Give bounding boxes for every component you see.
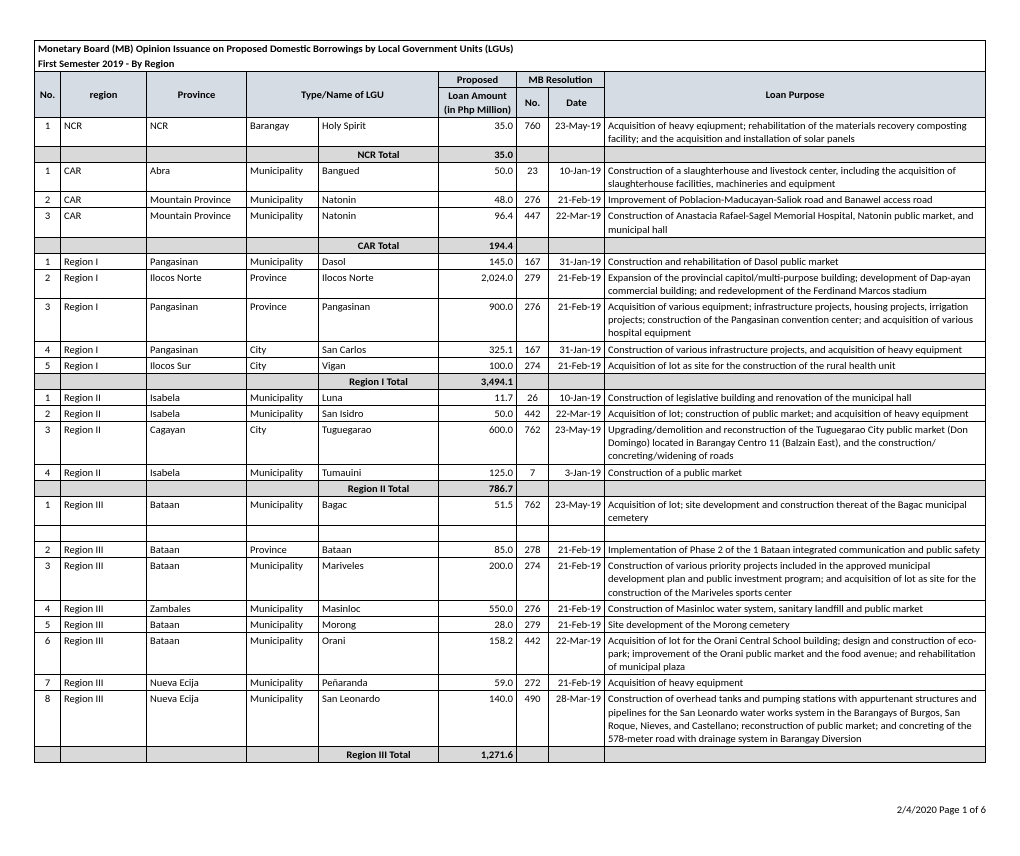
table-row: 1Region IIIBataanMunicipalityBagac51.576… — [35, 496, 986, 525]
table-row: 3Region IPangasinanProvincePangasinan900… — [35, 299, 986, 341]
table-row: 2Region IIIsabelaMunicipalitySan Isidro5… — [35, 406, 986, 422]
title-line-1: Monetary Board (MB) Opinion Issuance on … — [35, 41, 986, 57]
section-total-row: CAR Total194.4 — [35, 237, 986, 253]
title-line-2: First Semester 2019 - By Region — [35, 56, 986, 72]
table-row: 3Region IICagayanCityTuguegarao600.07622… — [35, 422, 986, 464]
col-proposed: Proposed — [439, 72, 517, 88]
table-row: 1NCRNCRBarangayHoly Spirit35.076023-May-… — [35, 117, 986, 146]
report-table: Monetary Board (MB) Opinion Issuance on … — [34, 40, 986, 763]
col-loan-amount: Loan Amount (in Php Million) — [439, 88, 517, 117]
table-row: 1Region IPangasinanMunicipalityDasol145.… — [35, 253, 986, 269]
col-no: No. — [35, 72, 61, 117]
section-total-row: Region I Total3,494.1 — [35, 373, 986, 389]
col-type-name: Type/Name of LGU — [247, 72, 439, 117]
table-row: 8Region IIINueva EcijaMunicipalitySan Le… — [35, 691, 986, 747]
section-total-row: Region III Total1,271.6 — [35, 746, 986, 762]
section-total-row: Region II Total786.7 — [35, 480, 986, 496]
table-row: 3CARMountain ProvinceMunicipalityNatonin… — [35, 208, 986, 237]
col-mb-resolution: MB Resolution — [517, 72, 605, 88]
table-row: 1CARAbraMunicipalityBangued50.02310-Jan-… — [35, 163, 986, 192]
table-row: 2Region IIlocos NorteProvinceIlocos Nort… — [35, 269, 986, 298]
col-purpose: Loan Purpose — [605, 72, 986, 117]
table-row: 2Region IIIBataanProvinceBataan85.027821… — [35, 542, 986, 558]
col-province: Province — [147, 72, 247, 117]
table-row: 4Region IIIZambalesMunicipalityMasinloc5… — [35, 600, 986, 616]
col-res-no: No. — [517, 88, 549, 117]
col-region: region — [61, 72, 147, 117]
table-row: 4Region IPangasinanCitySan Carlos325.116… — [35, 341, 986, 357]
table-row: 1Region IIIsabelaMunicipalityLuna11.7261… — [35, 389, 986, 405]
table-row: 7Region IIINueva EcijaMunicipalityPeñara… — [35, 675, 986, 691]
section-total-row: NCR Total35.0 — [35, 146, 986, 162]
table-row: 4Region IIIsabelaMunicipalityTumauini125… — [35, 464, 986, 480]
table-row: 6Region IIIBataanMunicipalityOrani158.24… — [35, 632, 986, 674]
col-date: Date — [549, 88, 605, 117]
table-row: 3Region IIIBataanMunicipalityMariveles20… — [35, 558, 986, 600]
page-footer: 2/4/2020 Page 1 of 6 — [34, 803, 986, 816]
table-row: 5Region IIIBataanMunicipalityMorong28.02… — [35, 616, 986, 632]
table-row: 5Region IIlocos SurCityVigan100.027421-F… — [35, 357, 986, 373]
table-row — [35, 526, 986, 542]
table-row: 2CARMountain ProvinceMunicipalityNatonin… — [35, 192, 986, 208]
